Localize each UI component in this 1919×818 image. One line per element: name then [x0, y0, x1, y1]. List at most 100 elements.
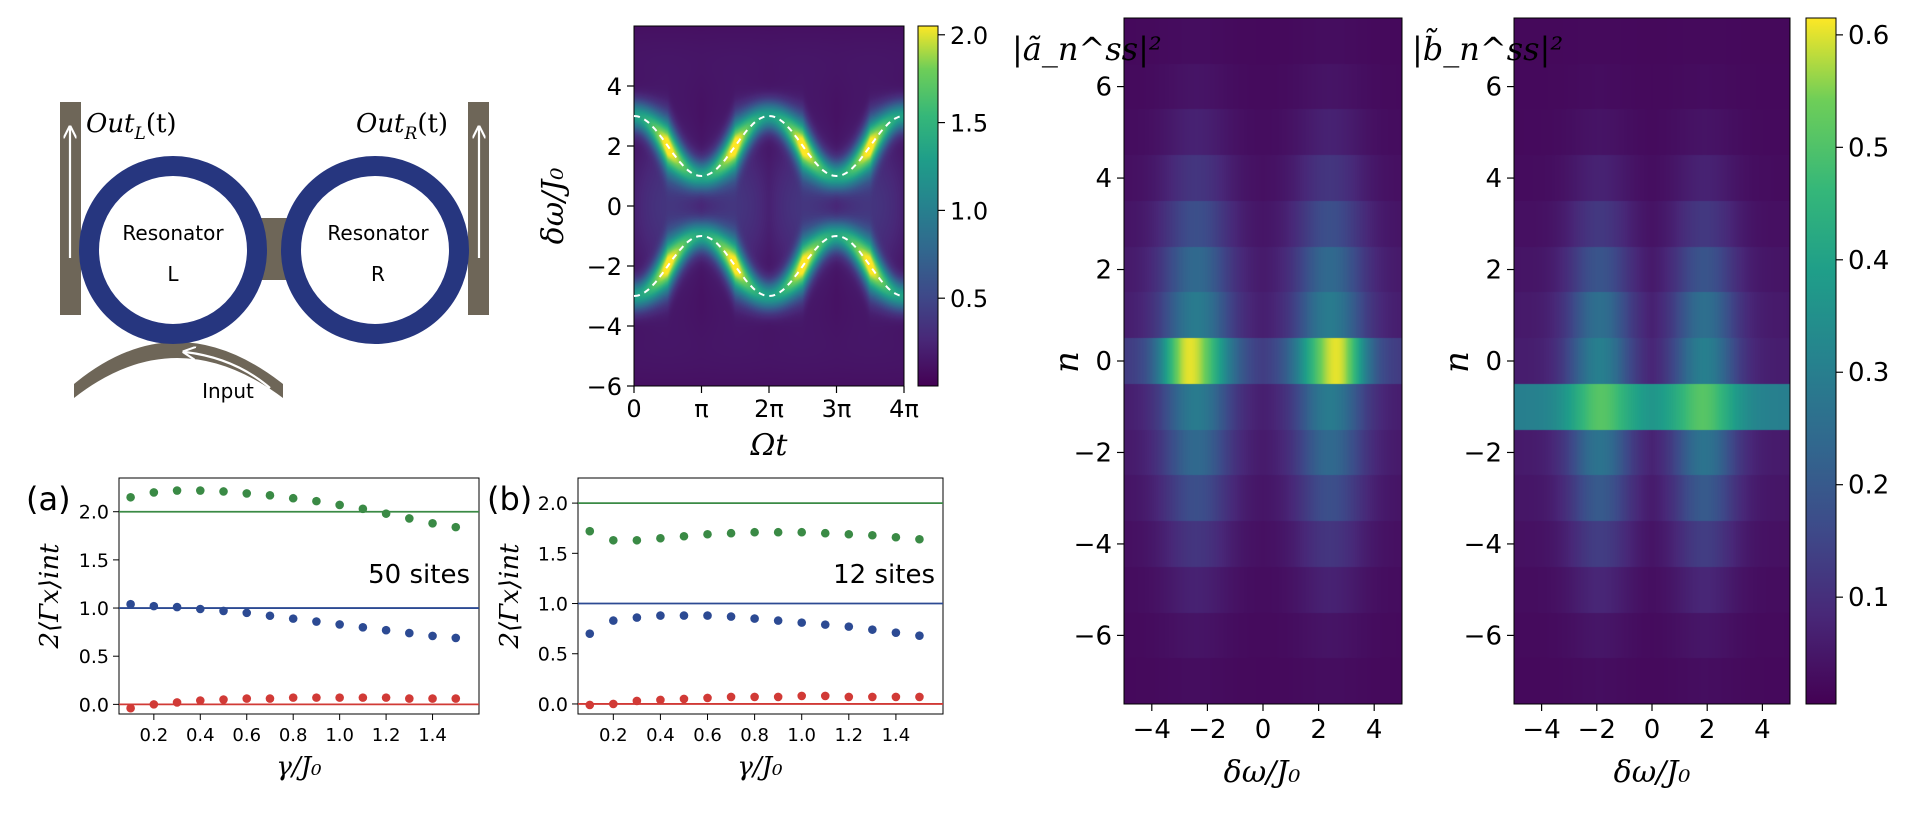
y-tick-label: 2.0: [538, 493, 568, 515]
panel-a-label: (a): [26, 480, 71, 518]
spectrogram-x-tick-label: π: [694, 395, 708, 423]
b-ss-x-tick-label: 4: [1754, 715, 1771, 745]
data-point: [679, 611, 689, 620]
b-ss-x-tick-label: 2: [1699, 715, 1716, 745]
data-point: [773, 527, 783, 537]
data-point: [405, 514, 414, 523]
data-point: [312, 617, 321, 626]
spectrogram-y-tick-label: 2: [607, 133, 622, 161]
resonator-left-label: Resonator: [122, 221, 224, 245]
spectrogram-panel: 0 π 2π 3π 4π −6 −4 −2 0 2 4 Ωt δω/J₀ 0.5 1.0 1.5 2.0: [536, 22, 988, 463]
b-ss-x-tick-label: −4: [1522, 715, 1560, 745]
data-point: [891, 532, 901, 542]
data-point: [195, 486, 205, 495]
b-ss-y-tick-label: −6: [1464, 621, 1502, 651]
data-point: [820, 620, 830, 629]
b-ss-x-tick-label: −2: [1578, 715, 1616, 745]
data-point: [428, 631, 437, 641]
data-point: [844, 692, 854, 702]
spectrogram-y-tick-label: −4: [587, 313, 622, 341]
data-point: [335, 693, 344, 702]
a-ss-y-tick-label: 0: [1095, 347, 1112, 377]
data-point: [451, 633, 461, 643]
data-point: [172, 602, 182, 612]
data-point: [750, 614, 759, 623]
x-tick-label: 0.8: [279, 725, 308, 746]
panel-a: (a) 0.2 0.4 0.6 0.8 1.0 1.2 1.4 0.0 0.5 1.0 1.5 2.0…: [26, 477, 480, 782]
x-tick-label: 1.2: [834, 725, 863, 746]
data-point: [726, 612, 736, 621]
resonator-ring-left: [79, 156, 267, 344]
data-point: [358, 693, 368, 702]
data-point: [703, 611, 712, 620]
a-ss-y-tick-label: 6: [1095, 73, 1112, 103]
b-ss-y-tick-label: 0: [1485, 347, 1502, 377]
panel-b-annotation: 12 sites: [833, 560, 935, 590]
data-point: [726, 528, 736, 538]
x-tick-label: 0.6: [693, 725, 722, 746]
data-point: [820, 691, 830, 701]
y-tick-label: 0.0: [79, 694, 109, 716]
x-tick-label: 1.4: [882, 725, 911, 746]
a-ss-y-tick-label: 4: [1095, 164, 1112, 194]
data-point: [609, 616, 618, 625]
spectrogram-xlabel: Ωt: [750, 428, 789, 463]
b-ss-colorbar-tick-label: 0.4: [1848, 246, 1889, 276]
spectrogram-x-tick-label: 3π: [822, 395, 852, 423]
data-point: [679, 694, 689, 704]
panel-b: (b) 0.2 0.4 0.6 0.8 1.0 1.2 1.4 0.0 0.5 1.0 1.5 2.0…: [487, 477, 944, 782]
data-point: [335, 620, 344, 629]
resonator-ring-right: [281, 156, 469, 344]
b-ss-colorbar-tick-label: 0.5: [1848, 133, 1889, 163]
spectrogram-y-tick-label: −6: [587, 373, 622, 401]
b-ss-colorbar-tick-label: 0.2: [1848, 471, 1889, 501]
data-point: [585, 629, 595, 638]
data-point: [219, 695, 228, 704]
data-point: [381, 625, 391, 635]
panel-b-ylabel: 2⟨Γx⟩int: [495, 543, 525, 650]
spectrogram-y-tick-label: −2: [587, 253, 622, 281]
spectrogram-colorbar-tick-label: 1.5: [950, 110, 988, 138]
y-tick-label: 0.5: [79, 646, 109, 668]
a-ss-xlabel: δω/J₀: [1224, 755, 1301, 790]
spectrogram-x-tick-label: 2π: [754, 395, 784, 423]
out-right-label: OutR(t): [356, 109, 448, 144]
data-point: [585, 526, 595, 536]
data-point: [868, 692, 877, 702]
b-ss-y-tick-label: −4: [1464, 530, 1502, 560]
x-tick-label: 1.0: [325, 725, 354, 746]
b-ss-ylabel: n: [1437, 351, 1477, 373]
spectrogram-heatmap: [634, 26, 904, 386]
input-label: Input: [202, 379, 254, 403]
data-point: [149, 488, 159, 497]
spectrogram-y-tick-label: 4: [607, 73, 622, 101]
data-point: [915, 534, 924, 544]
data-point: [703, 529, 712, 539]
x-tick-label: 0.4: [186, 725, 215, 746]
b-ss-y-tick-label: 6: [1485, 73, 1502, 103]
x-tick-label: 1.0: [787, 725, 816, 746]
data-point: [288, 614, 298, 623]
a-ss-x-tick-label: −4: [1133, 715, 1171, 745]
b-ss-colorbar: [1805, 17, 1837, 705]
y-tick-label: 0.0: [538, 694, 568, 716]
data-point: [195, 604, 205, 614]
y-tick-label: 1.5: [538, 543, 568, 565]
panel-b-label: (b): [487, 480, 532, 518]
data-point: [632, 613, 642, 622]
resonator-right-label: Resonator: [327, 221, 429, 245]
data-point: [726, 692, 736, 702]
a-ss-x-tick-label: 4: [1366, 715, 1383, 745]
y-tick-label: 1.0: [538, 594, 568, 616]
data-point: [451, 694, 461, 703]
data-point: [773, 692, 783, 702]
data-point: [585, 700, 595, 710]
data-point: [609, 699, 618, 709]
data-point: [915, 692, 924, 702]
data-point: [679, 531, 689, 541]
a-ss-y-tick-label: 2: [1095, 256, 1112, 286]
heatmap-b-ss-panel: −4 −2 0 2 4 −6 −4 −2 0 2 4 6 |b̃_n^ss|² δω/J₀ n 0.1…: [1412, 17, 1889, 790]
x-tick-label: 1.2: [372, 725, 401, 746]
data-point: [632, 696, 642, 706]
